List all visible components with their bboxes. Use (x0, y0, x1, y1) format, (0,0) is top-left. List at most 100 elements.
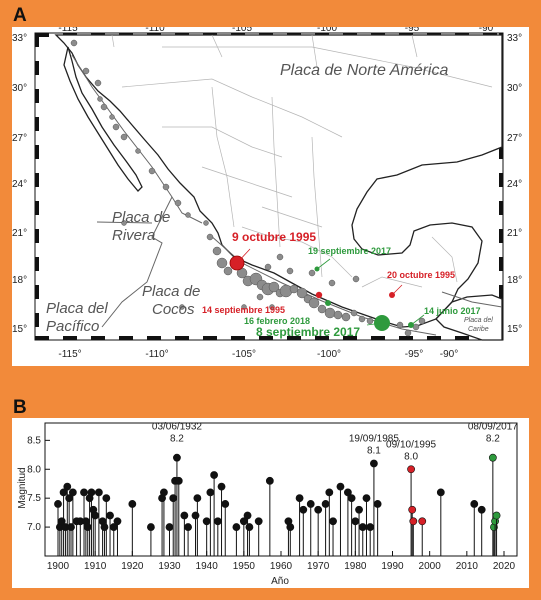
epicenter-dot (264, 263, 272, 271)
event-label-9-oct-1995: 9 octubre 1995 (232, 230, 316, 244)
x-tick-label: 1910 (84, 561, 107, 572)
y-axis-label: Magnitud (17, 467, 28, 508)
stem-point (165, 523, 174, 531)
epicenter-dot (358, 315, 366, 323)
epicenter-dot (350, 309, 358, 317)
epicenter-dot (212, 246, 222, 256)
stem-point (477, 505, 486, 514)
svg-text:33°: 33° (12, 33, 27, 44)
svg-text:-115°: -115° (58, 349, 81, 360)
y-tick-label: 8.0 (27, 464, 41, 475)
frame-check (63, 336, 77, 340)
frame-check (455, 336, 469, 340)
stem-point (299, 505, 308, 514)
stem-point (306, 500, 315, 508)
stem-point (113, 517, 122, 526)
frame-check (499, 145, 503, 159)
event-marker-16-feb-2018 (325, 300, 331, 306)
epicenter-dot (135, 148, 141, 154)
epicenter-dot (269, 304, 275, 310)
stem-point (100, 523, 109, 531)
frame-check (119, 336, 133, 340)
y-tick-label: 7.5 (27, 493, 41, 504)
epicenter-dot (97, 96, 103, 102)
stem-point (169, 494, 178, 503)
plate-label-rivera-2: Rivera (112, 227, 155, 244)
frame-check (35, 173, 39, 187)
svg-text:30°: 30° (12, 83, 27, 94)
epicenter-dot (109, 114, 115, 120)
epicenter-dot (82, 67, 90, 75)
stem-point (407, 465, 415, 474)
epicenter-dot (366, 317, 374, 325)
epicenter-dot (352, 275, 360, 283)
annotation-magnitude: 8.2 (170, 434, 184, 445)
frame-check (91, 336, 105, 340)
epicenter-dot (216, 257, 228, 269)
x-tick-label: 2010 (456, 561, 479, 572)
frame-check (35, 61, 39, 75)
epicenter-dot (324, 307, 336, 319)
epicenter-dot (112, 123, 120, 131)
epicenter-dot (279, 284, 293, 298)
svg-text:-100°: -100° (317, 349, 341, 360)
svg-text:27°: 27° (12, 133, 27, 144)
frame-check (35, 257, 39, 271)
stem-point (295, 494, 304, 503)
stem-point (210, 471, 218, 479)
magnitude-chart-svg: Magnitud Año 7.0 7.5 8.0 8.5 1900 1910 1920 193… (17, 422, 518, 587)
stem-point (94, 488, 103, 497)
svg-text:-95°: -95° (405, 27, 423, 34)
stem-point (321, 500, 330, 508)
stem-point (67, 523, 75, 531)
epicenter-dot (308, 297, 320, 309)
svg-text:24°: 24° (12, 179, 27, 190)
stem-point (286, 523, 295, 531)
epicenter-dot (162, 183, 170, 191)
svg-text:21°: 21° (507, 228, 522, 239)
plate-label-caribbean-2: Caribe (468, 326, 489, 333)
x-tick-label: 1920 (121, 561, 144, 572)
chart-marks: 7.0 7.5 8.0 8.5 1900 1910 1920 1930 1940 1950 1960… (27, 422, 518, 572)
map-svg: -115° -110° -105° -100° -95° -90° -115° … (12, 27, 522, 360)
epicenter-dot (148, 167, 156, 175)
epicenter-dot (317, 304, 327, 314)
svg-text:15°: 15° (507, 324, 522, 335)
svg-text:-105°: -105° (232, 27, 256, 34)
stem-point (128, 500, 137, 508)
highlighted-events (229, 248, 425, 331)
panel-b-letter: B (13, 397, 27, 418)
epicenter-dot (206, 233, 214, 241)
stem-point (174, 476, 183, 485)
stem-point (436, 488, 445, 497)
x-tick-label: 1940 (196, 561, 219, 572)
svg-text:-95°: -95° (405, 349, 423, 360)
frame-check (203, 336, 217, 340)
lat-ticks-left: 33° 30° 27° 24° 21° 18° 15° (12, 33, 27, 335)
frame-check (499, 285, 503, 299)
stem-point (243, 511, 252, 520)
epicenter-dot (289, 284, 299, 294)
stem-point (351, 517, 360, 526)
epicenter-dot (203, 220, 209, 226)
frame-check (499, 201, 503, 215)
epicenter-dot (241, 304, 247, 310)
epicenter-dot (296, 287, 308, 299)
epicenter-dot (308, 269, 316, 277)
plate-label-north-america: Placa de Norte América (280, 62, 448, 79)
stem-point (202, 517, 211, 526)
annotation-date: 19/09/1985 (349, 433, 399, 444)
epicenter-dot (396, 321, 404, 329)
event-label-14-sep-1995: 14 septiembre 1995 (202, 305, 285, 315)
epicenter-dot (341, 312, 351, 322)
svg-text:-90°: -90° (440, 349, 458, 360)
plate-boundaries (71, 54, 503, 336)
frame-check (35, 33, 49, 37)
epicenter-dot (179, 304, 185, 310)
stem-point (217, 482, 226, 491)
state-borders (111, 34, 493, 288)
stem-point (147, 523, 155, 531)
plate-label-cocos-2: Cocos (152, 301, 195, 318)
annotation-magnitude: 8.2 (486, 434, 500, 445)
lon-ticks-top: -115° -110° -105° -100° -95° -90° (58, 27, 497, 34)
